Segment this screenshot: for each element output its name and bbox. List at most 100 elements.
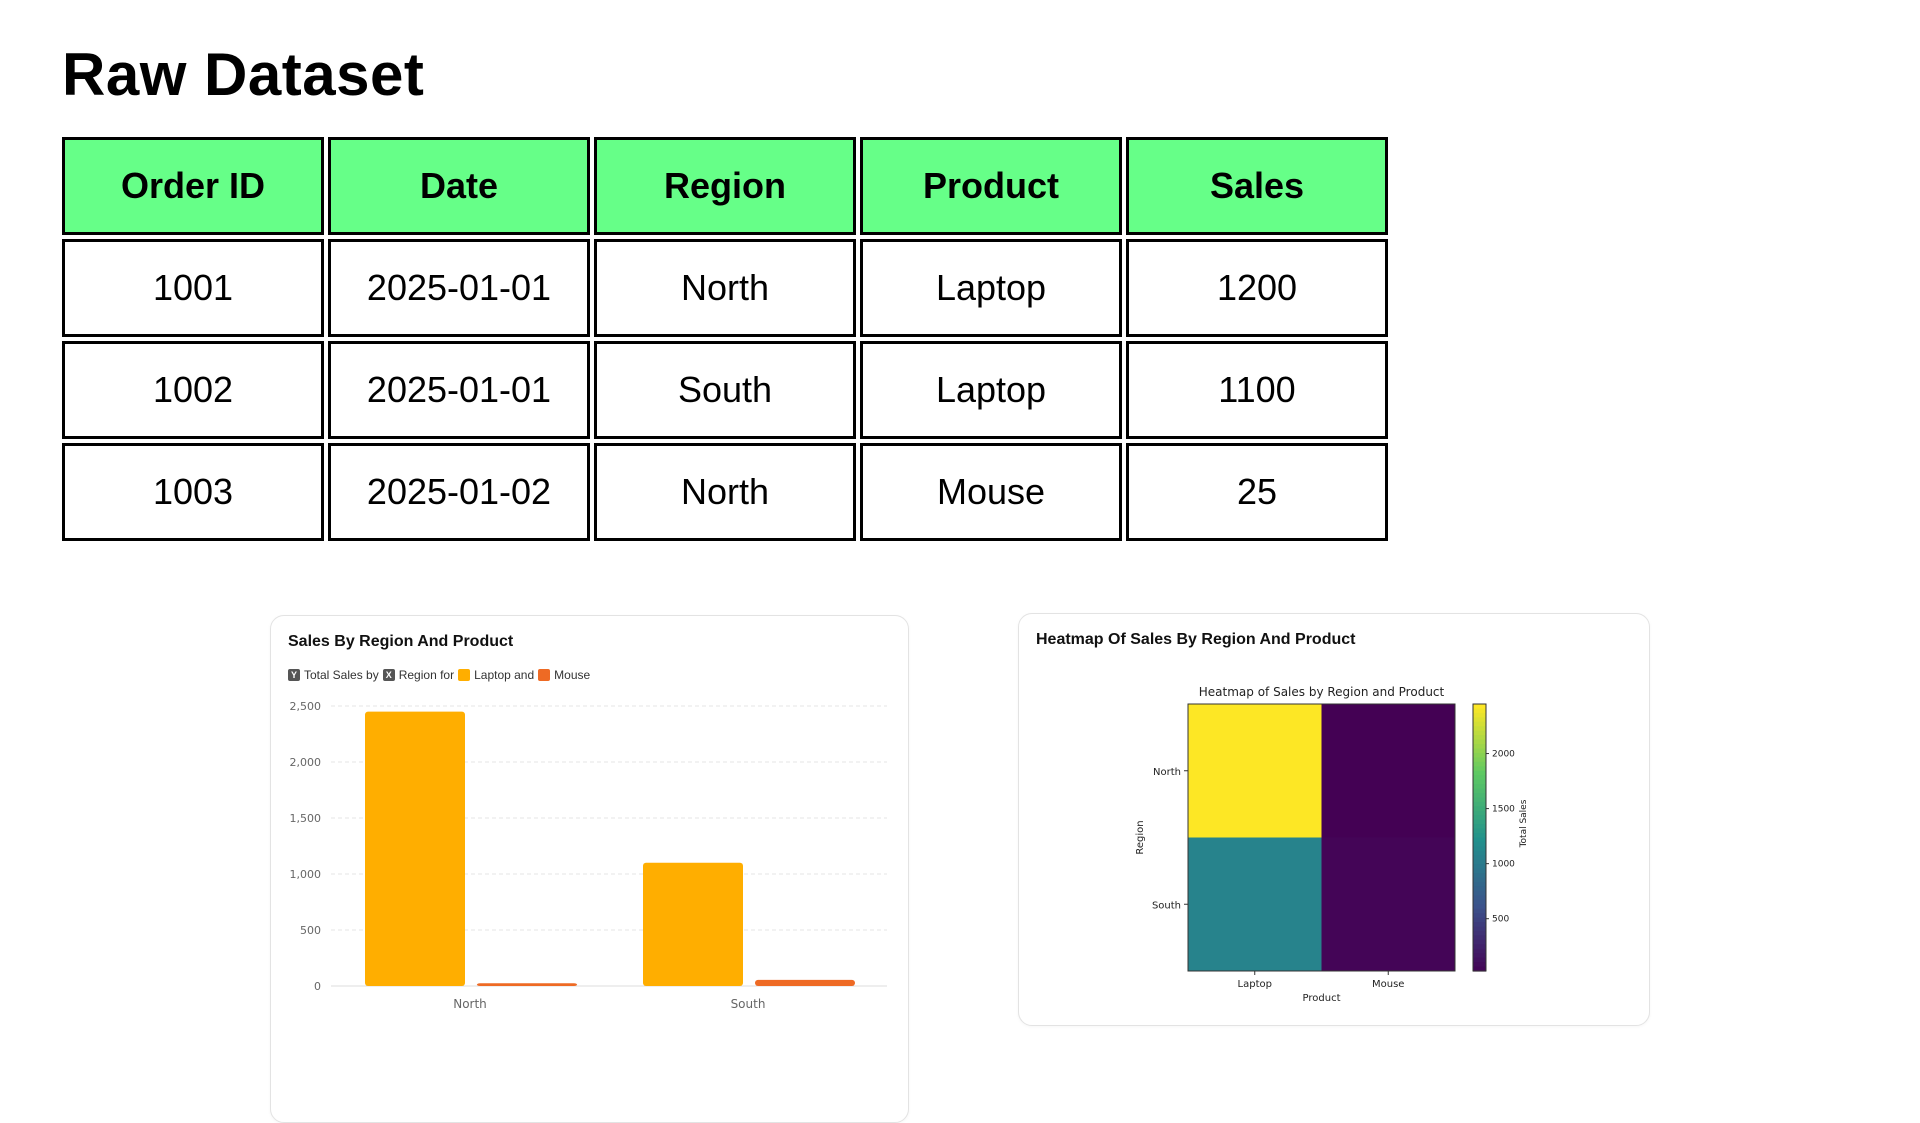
table-cell: Mouse xyxy=(860,443,1122,541)
raw-data-table: Order ID Date Region Product Sales 1001 2025-0… xyxy=(62,137,1388,541)
table-cell: 1100 xyxy=(1126,341,1388,439)
colorbar-segment xyxy=(1473,850,1486,856)
y-tick-label: 2,000 xyxy=(290,756,322,769)
x-tick-label: South xyxy=(731,997,766,1011)
column-header: Date xyxy=(328,137,590,235)
colorbar-segment xyxy=(1473,793,1486,799)
legend-mouse[interactable]: Mouse xyxy=(554,668,591,682)
colorbar-segment xyxy=(1473,730,1486,736)
table-cell: 1002 xyxy=(62,341,324,439)
x-axis-label: Product xyxy=(1303,993,1341,1004)
y-tick-label: 2,500 xyxy=(290,700,322,713)
y-tick-label: 1,000 xyxy=(290,868,322,881)
colorbar-segment xyxy=(1473,864,1486,870)
column-header: Order ID xyxy=(62,137,324,235)
heatmap-cell-south-mouse xyxy=(1321,837,1455,971)
colorbar-segment xyxy=(1473,841,1486,847)
table-cell: South xyxy=(594,341,856,439)
colorbar-segment xyxy=(1473,886,1486,892)
table-cell: 1200 xyxy=(1126,239,1388,337)
colorbar-segment xyxy=(1473,726,1486,732)
plot-frame xyxy=(1187,703,1456,972)
colorbar-segment xyxy=(1473,917,1486,923)
table-cell: North xyxy=(594,239,856,337)
y-tick-label: 0 xyxy=(314,980,321,993)
y-tick-label: South xyxy=(1152,900,1181,911)
colorbar-segment xyxy=(1473,899,1486,905)
colorbar-segment xyxy=(1473,752,1486,758)
colorbar-segment xyxy=(1473,797,1486,803)
colorbar-tick-label: 1000 xyxy=(1492,860,1515,870)
colorbar-segment xyxy=(1473,761,1486,767)
colorbar-segment xyxy=(1473,935,1486,941)
colorbar-segment xyxy=(1473,904,1486,910)
colorbar-tick-label: 500 xyxy=(1492,915,1509,925)
bar-chart-card: Sales By Region And Product Y Total Sale… xyxy=(270,615,909,1123)
colorbar-segment xyxy=(1473,873,1486,879)
colorbar-segment xyxy=(1473,739,1486,745)
page-title: Raw Dataset xyxy=(62,41,425,108)
colorbar-segment xyxy=(1473,775,1486,781)
legend-laptop[interactable]: Laptop and xyxy=(474,668,535,682)
table-cell: 1001 xyxy=(62,239,324,337)
table-cell: 2025-01-01 xyxy=(328,341,590,439)
heatmap-card-title: Heatmap Of Sales By Region And Product xyxy=(1036,631,1356,648)
legend-x-text: Region for xyxy=(398,668,455,682)
colorbar-segment xyxy=(1473,801,1486,807)
heatmap-cell-north-mouse xyxy=(1321,704,1455,838)
bar-mouse-north xyxy=(477,983,577,986)
x-badge: X xyxy=(382,669,395,681)
colorbar-segment xyxy=(1473,846,1486,852)
column-header: Sales xyxy=(1126,137,1388,235)
colorbar-segment xyxy=(1473,895,1486,901)
y-badge: Y xyxy=(288,669,300,681)
colorbar-segment xyxy=(1473,819,1486,825)
colorbar-segment xyxy=(1473,833,1486,839)
colorbar-segment xyxy=(1473,788,1486,794)
colorbar-segment xyxy=(1473,953,1486,959)
colorbar-segment xyxy=(1473,962,1486,968)
colorbar-label: Total Sales xyxy=(1519,799,1529,848)
colorbar-segment xyxy=(1473,824,1486,830)
colorbar-segment xyxy=(1473,966,1486,972)
x-tick-label: Mouse xyxy=(1372,979,1404,990)
table-cell: Laptop xyxy=(860,341,1122,439)
x-tick-label: North xyxy=(453,997,487,1011)
bar-laptop-south xyxy=(643,862,743,986)
column-header: Region xyxy=(594,137,856,235)
colorbar-segment xyxy=(1473,815,1486,821)
colorbar-segment xyxy=(1473,708,1486,714)
colorbar-segment xyxy=(1473,926,1486,932)
colorbar-segment xyxy=(1473,837,1486,843)
bar-laptop-north xyxy=(365,711,465,986)
colorbar-segment xyxy=(1473,890,1486,896)
bar-mouse-south xyxy=(755,979,855,986)
bar-chart-title: Sales By Region And Product xyxy=(288,633,514,650)
colorbar-segment xyxy=(1473,721,1486,727)
heatmap-cell-south-laptop xyxy=(1188,837,1322,971)
colorbar-segment xyxy=(1473,939,1486,945)
colorbar-segment xyxy=(1473,855,1486,861)
bar-chart: 0 500 1,000 1,500 2,000 2,500 North South xyxy=(290,700,887,1011)
colorbar-segment xyxy=(1473,957,1486,963)
colorbar-segment xyxy=(1473,913,1486,919)
colorbar-segment xyxy=(1473,748,1486,754)
table-cell: 2025-01-02 xyxy=(328,443,590,541)
colorbar-segment xyxy=(1473,704,1486,710)
legend-laptop-swatch[interactable] xyxy=(458,669,471,681)
colorbar-segment xyxy=(1473,944,1486,950)
colorbar-segment xyxy=(1473,859,1486,865)
table-cell: North xyxy=(594,443,856,541)
heatmap-cell-north-laptop xyxy=(1188,704,1322,838)
colorbar-segment xyxy=(1473,810,1486,816)
y-tick-label: 500 xyxy=(300,924,321,937)
colorbar-segment xyxy=(1473,877,1486,883)
colorbar-segment xyxy=(1473,948,1486,954)
colorbar-segment xyxy=(1473,806,1486,812)
column-header: Product xyxy=(860,137,1122,235)
colorbar-segment xyxy=(1473,744,1486,750)
colorbar-frame xyxy=(1472,703,1487,972)
colorbar-segment xyxy=(1473,712,1486,718)
legend-mouse-swatch[interactable] xyxy=(538,669,551,681)
heatmap-card: Heatmap Of Sales By Region And Product H… xyxy=(1018,613,1650,1026)
